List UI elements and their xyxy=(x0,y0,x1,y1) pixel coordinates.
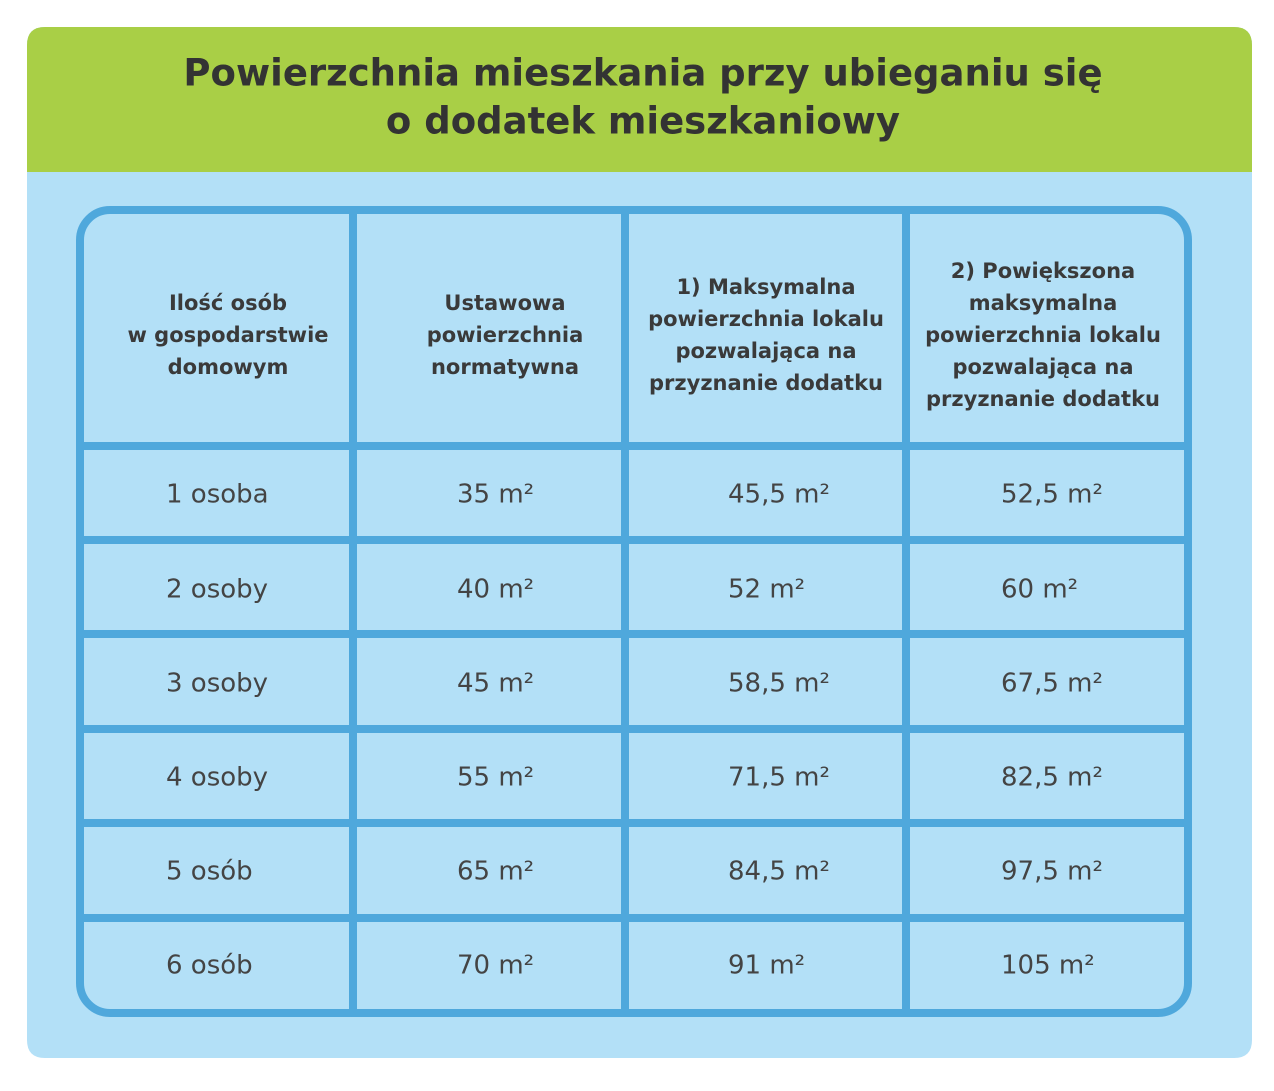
column-header: powierzchnia xyxy=(427,323,584,347)
table-cell: 71,5 m² xyxy=(728,763,830,793)
column-header: Ilość osób xyxy=(169,291,287,315)
header-band xyxy=(27,27,1252,172)
table-cell: 1 osoba xyxy=(166,480,269,510)
column-header: powierzchnia lokalu xyxy=(925,323,1161,347)
column-header: powierzchnia lokalu xyxy=(648,307,884,331)
table-cell: 65 m² xyxy=(457,857,534,887)
table-cell: 97,5 m² xyxy=(1001,857,1103,887)
table-cell: 67,5 m² xyxy=(1001,669,1103,699)
table-cell: 52 m² xyxy=(728,575,805,605)
column-header: pozwalająca na xyxy=(675,339,856,363)
column-header: w gospodarstwie xyxy=(127,323,328,347)
table-cell: 58,5 m² xyxy=(728,669,830,699)
table-cell: 70 m² xyxy=(457,951,534,981)
table-cell: 2 osoby xyxy=(166,575,268,605)
table-grid xyxy=(76,206,1192,1017)
column-header: maksymalna xyxy=(969,291,1118,315)
column-header: pozwalająca na xyxy=(952,355,1133,379)
table-cell: 55 m² xyxy=(457,763,534,793)
column-header: 2) Powiększona xyxy=(951,259,1135,283)
table-cell: 35 m² xyxy=(457,480,534,510)
table-cell: 6 osób xyxy=(166,951,253,981)
title-line: o dodatek mieszkaniowy xyxy=(386,100,900,143)
table-cell: 45 m² xyxy=(457,669,534,699)
column-header: 1) Maksymalna xyxy=(676,275,855,299)
table-cell: 91 m² xyxy=(728,951,805,981)
table-cell: 40 m² xyxy=(457,575,534,605)
table-cell: 45,5 m² xyxy=(728,480,830,510)
column-header: domowym xyxy=(168,355,289,379)
table-cell: 5 osób xyxy=(166,857,253,887)
table-cell: 52,5 m² xyxy=(1001,480,1103,510)
table-cell: 84,5 m² xyxy=(728,857,830,887)
column-header: normatywna xyxy=(431,355,579,379)
table-cell: 3 osoby xyxy=(166,669,268,699)
column-header: Ustawowa xyxy=(444,291,565,315)
title-line: Powierzchnia mieszkania przy ubieganiu s… xyxy=(183,52,1102,95)
table-cell: 82,5 m² xyxy=(1001,763,1103,793)
table-cell: 4 osoby xyxy=(166,763,268,793)
column-header: przyznanie dodatku xyxy=(649,371,883,395)
table-cell: 105 m² xyxy=(1001,951,1095,981)
table-cell: 60 m² xyxy=(1001,575,1078,605)
column-header: przyznanie dodatku xyxy=(926,387,1160,411)
table-border xyxy=(76,206,1192,1017)
